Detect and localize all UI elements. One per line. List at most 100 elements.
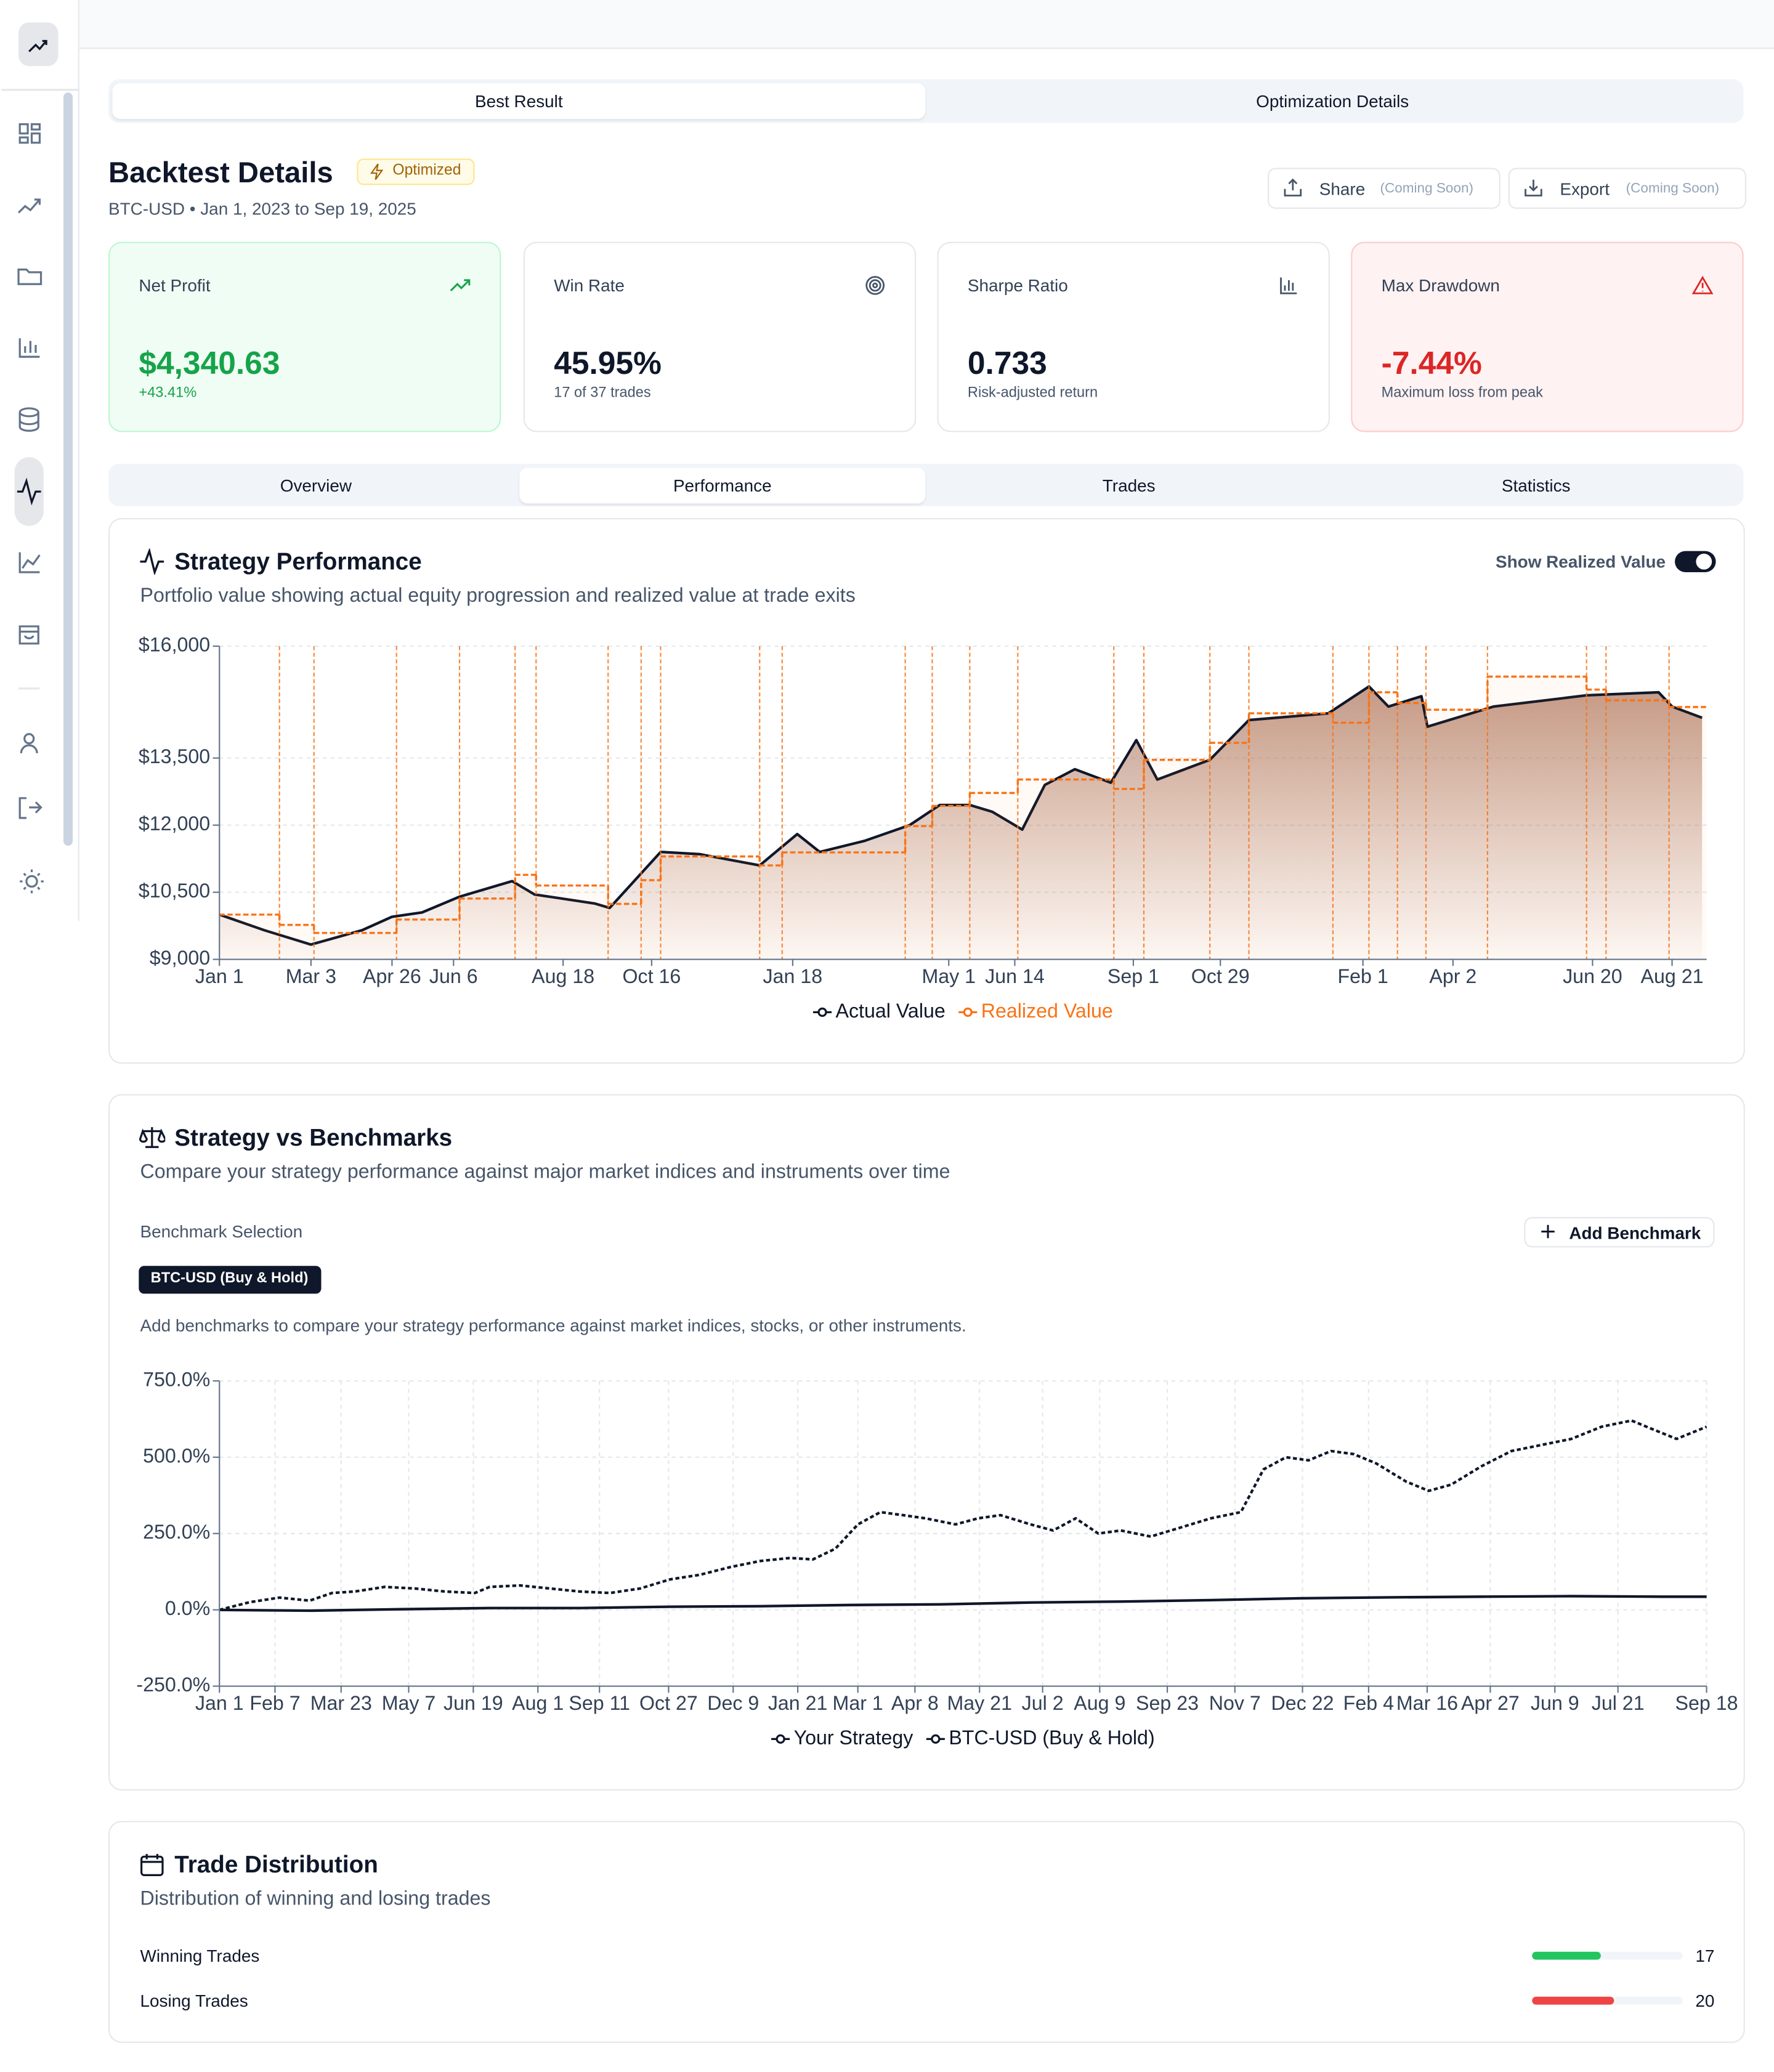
nav-trend[interactable] — [17, 198, 41, 214]
nav-bars[interactable] — [18, 338, 40, 358]
export-button[interactable]: Export (Coming Soon) — [1508, 168, 1746, 209]
x-tick-label: Oct 27 — [639, 1692, 698, 1714]
realized-band — [1210, 743, 1249, 960]
realized-band — [1669, 706, 1707, 960]
panel-title: Strategy vs Benchmarks — [174, 1124, 453, 1151]
nav-database[interactable] — [18, 407, 39, 432]
legend-label: Actual Value — [835, 1000, 945, 1022]
realized-band — [536, 885, 609, 960]
legend-label: Your Strategy — [794, 1726, 914, 1749]
stat-value: -7.44% — [1381, 346, 1482, 382]
realized-band — [515, 875, 537, 960]
button-note: (Coming Soon) — [1380, 180, 1474, 197]
theme-toggle[interactable] — [20, 869, 44, 894]
sidebar — [0, 0, 79, 921]
nav-box[interactable] — [18, 625, 39, 645]
tab-active[interactable]: Best Result — [112, 83, 926, 119]
distribution-panel: Trade Distribution Distribution of winni… — [108, 1821, 1745, 2043]
add-benchmark-button[interactable]: Add Benchmark — [1524, 1216, 1715, 1248]
bar — [1532, 1996, 1614, 2005]
nav-profile[interactable] — [20, 733, 38, 754]
y-tick-label: 250.0% — [143, 1521, 210, 1543]
x-tick-label: Jun 19 — [444, 1692, 503, 1714]
realized-band — [460, 898, 516, 960]
realized-band — [970, 793, 1018, 960]
realized-band — [1606, 700, 1669, 960]
x-tick-label: Dec 22 — [1271, 1692, 1334, 1714]
badge-text: Optimized — [392, 163, 461, 179]
x-tick-label: Jun 6 — [429, 965, 478, 987]
y-tick-label: 750.0% — [143, 1368, 210, 1390]
x-tick-label: Dec 9 — [707, 1692, 759, 1714]
tab-active[interactable]: Performance — [519, 467, 926, 504]
y-tick-label: -250.0% — [136, 1673, 210, 1696]
toggle[interactable] — [1675, 551, 1716, 572]
top-bar — [79, 0, 1774, 49]
x-tick-label: May 21 — [947, 1692, 1012, 1714]
button-note: (Coming Soon) — [1626, 180, 1720, 197]
x-tick-label: Nov 7 — [1209, 1692, 1261, 1714]
stat-label: Win Rate — [554, 275, 625, 296]
stat-card: Sharpe Ratio 0.733 Risk-adjusted return — [937, 241, 1330, 432]
tab[interactable]: Overview — [280, 476, 352, 496]
benchmark-panel: Strategy vs Benchmarks Compare your stra… — [108, 1094, 1745, 1791]
realized-band — [660, 856, 760, 960]
x-tick-label: Mar 23 — [310, 1692, 372, 1714]
y-tick-label: $16,000 — [139, 634, 210, 656]
panel-subtitle: Portfolio value showing actual equity pr… — [140, 585, 856, 607]
row-value: 17 — [1695, 1946, 1715, 1966]
y-tick-label: 500.0% — [143, 1444, 210, 1467]
nav-folder[interactable] — [17, 269, 43, 285]
x-tick-label: Jun 14 — [985, 965, 1045, 987]
logo-button[interactable] — [18, 22, 59, 67]
realized-band — [905, 826, 933, 960]
legend-marker — [931, 1734, 941, 1744]
realized-band — [782, 852, 905, 960]
realized-band — [932, 806, 970, 960]
realized-band — [279, 925, 314, 960]
x-tick-label: Jul 21 — [1592, 1692, 1645, 1714]
legend-marker — [776, 1734, 785, 1744]
stat-icon — [865, 276, 885, 295]
scrollbar[interactable] — [63, 92, 73, 846]
realized-band — [1369, 692, 1398, 960]
stat-value: 0.733 — [967, 346, 1047, 382]
legend-item: Your Strategy — [771, 1726, 913, 1749]
x-tick-label: Aug 1 — [512, 1692, 564, 1714]
tab[interactable]: Optimization Details — [1256, 91, 1409, 111]
legend: Your Strategy BTC-USD (Buy & Hold) — [771, 1726, 1155, 1749]
stat-icon — [450, 279, 471, 292]
legend: Actual Value Realized Value — [813, 1000, 1113, 1022]
series-line — [219, 1419, 1707, 1611]
nav-activity[interactable] — [17, 477, 41, 506]
x-tick-label: Apr 27 — [1461, 1692, 1520, 1714]
selection-label: Benchmark Selection — [140, 1221, 303, 1242]
tab[interactable]: Trades — [1102, 476, 1156, 496]
button-label: Share — [1319, 179, 1366, 199]
x-tick-label: Jan 1 — [195, 965, 244, 987]
stat-value: $4,340.63 — [139, 346, 280, 382]
x-tick-label: Feb 1 — [1338, 965, 1388, 987]
x-tick-label: Mar 16 — [1396, 1692, 1458, 1714]
realized-band — [1487, 676, 1587, 960]
button-label: Add Benchmark — [1569, 1223, 1701, 1243]
badge-icon — [370, 164, 384, 180]
realized-band — [1425, 710, 1488, 960]
x-tick-label: Sep 1 — [1108, 965, 1159, 987]
nav-dashboard[interactable] — [18, 123, 41, 144]
area — [219, 686, 1703, 960]
benchmark-chip[interactable]: BTC-USD (Buy & Hold) — [139, 1266, 322, 1294]
legend-marker — [817, 1007, 827, 1018]
x-tick-label: Mar 1 — [833, 1692, 883, 1714]
stat-label: Net Profit — [139, 275, 211, 296]
nav-icons — [1, 39, 78, 894]
realized-band — [1397, 703, 1426, 960]
share-button[interactable]: Share (Coming Soon) — [1268, 168, 1501, 209]
chip-label: BTC-USD (Buy & Hold) — [150, 1270, 309, 1287]
nav-chart[interactable] — [18, 552, 41, 573]
stat-label: Max Drawdown — [1381, 275, 1500, 296]
tab[interactable]: Statistics — [1501, 476, 1571, 496]
y-tick-label: $13,500 — [139, 745, 210, 767]
nav-logout[interactable] — [18, 797, 43, 819]
x-tick-label: May 1 — [921, 965, 976, 987]
